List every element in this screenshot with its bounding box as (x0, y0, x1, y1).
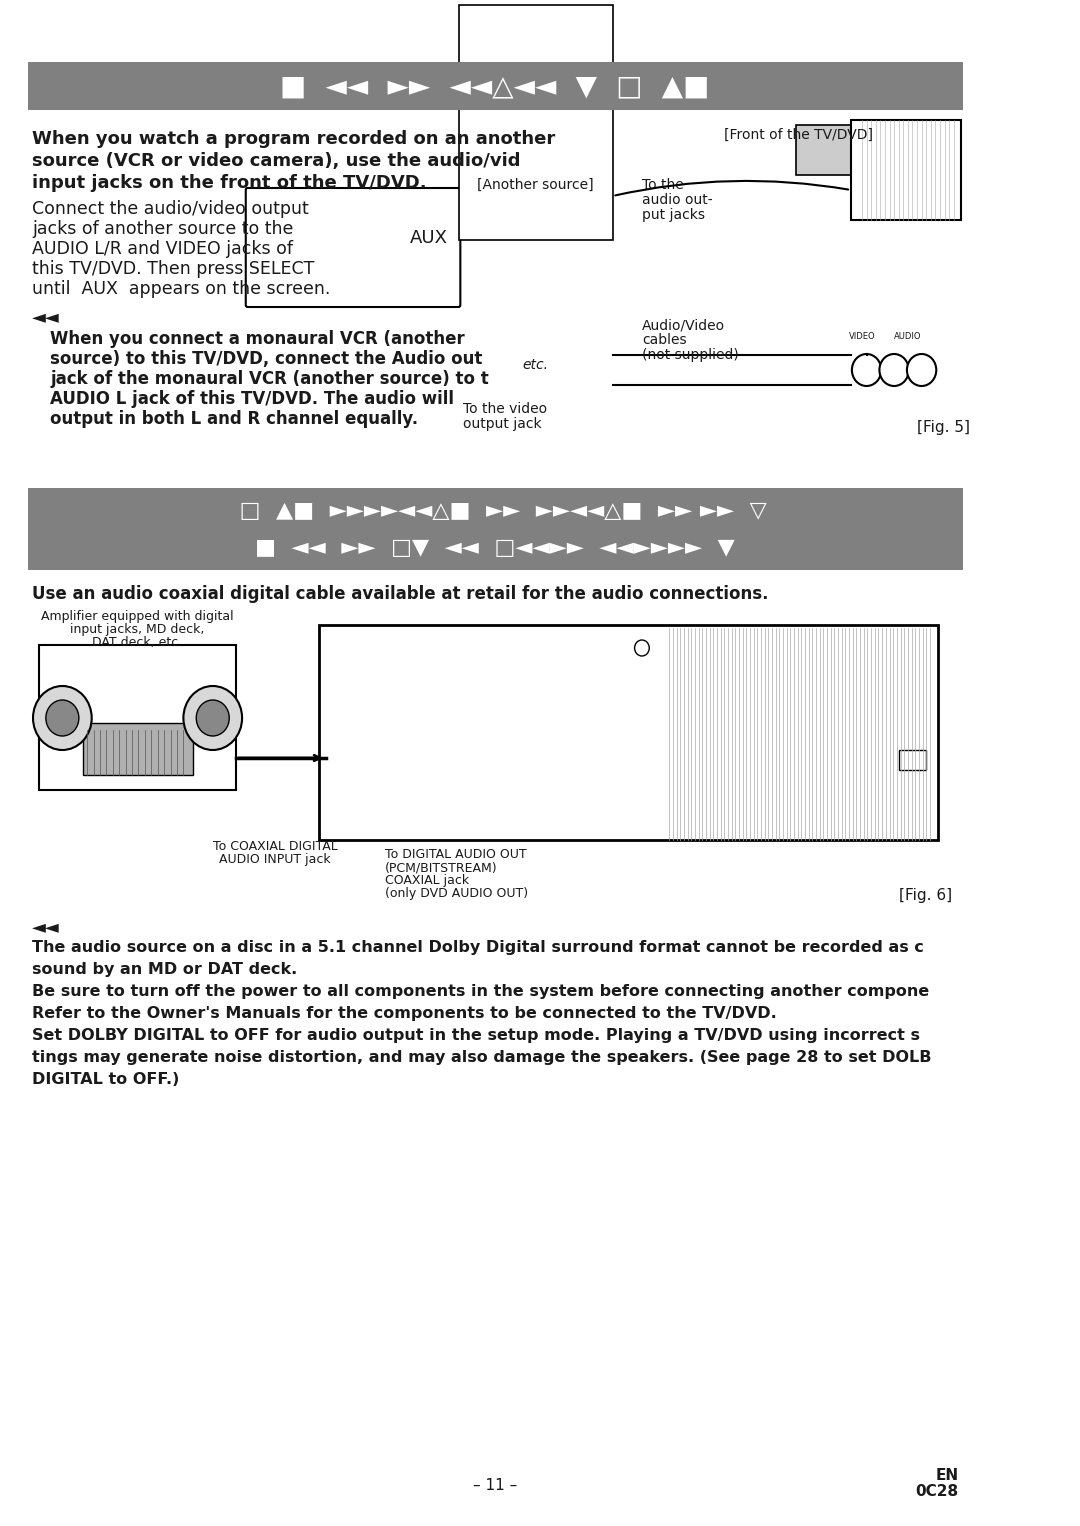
Bar (319, 626, 939, 839)
Text: □  ▲■  ►►►►◄◄△■  ►►  ►►◄◄△■  ►► ►►  ▽: □ ▲■ ►►►►◄◄△■ ►► ►►◄◄△■ ►► ►► ▽ (224, 501, 767, 520)
Circle shape (45, 700, 79, 736)
Circle shape (197, 700, 229, 736)
Text: VIDEO: VIDEO (849, 333, 875, 340)
Text: The audio source on a disc in a 5.1 channel Dolby Digital surround format cannot: The audio source on a disc in a 5.1 chan… (32, 940, 924, 955)
Text: output in both L and R channel equally.: output in both L and R channel equally. (51, 410, 419, 427)
Text: audio out-: audio out- (642, 192, 713, 208)
Text: ■  ◄◄  ►►  □▼  ◄◄  □◄◄►►  ◄◄►►►►  ▼: ■ ◄◄ ►► □▼ ◄◄ □◄◄►► ◄◄►►►► ▼ (255, 537, 735, 559)
Text: source) to this TV/DVD, connect the Audio out: source) to this TV/DVD, connect the Audi… (51, 349, 483, 368)
Circle shape (184, 687, 242, 749)
Text: DIGITAL to OFF.): DIGITAL to OFF.) (32, 1071, 179, 1087)
Bar (796, 125, 851, 175)
Text: AUDIO: AUDIO (894, 333, 921, 340)
Text: input jacks, MD deck,: input jacks, MD deck, (70, 623, 205, 636)
Text: 0C28: 0C28 (915, 1483, 958, 1499)
Text: AUDIO L jack of this TV/DVD. The audio will: AUDIO L jack of this TV/DVD. The audio w… (51, 391, 455, 407)
Text: To the: To the (642, 179, 684, 192)
Text: EN: EN (935, 1468, 958, 1483)
Text: sound by an MD or DAT deck.: sound by an MD or DAT deck. (32, 961, 297, 977)
Text: Connect the audio/video output: Connect the audio/video output (32, 200, 309, 218)
Text: jacks of another source to the: jacks of another source to the (32, 220, 294, 238)
Circle shape (879, 354, 908, 386)
Text: Use an audio coaxial digital cable available at retail for the audio connections: Use an audio coaxial digital cable avail… (32, 584, 769, 603)
Text: cables: cables (642, 333, 687, 346)
Text: ◄◄: ◄◄ (32, 308, 59, 327)
FancyBboxPatch shape (246, 188, 460, 307)
Text: Set DOLBY DIGITAL to OFF for audio output in the setup mode. Playing a TV/DVD us: Set DOLBY DIGITAL to OFF for audio outpu… (32, 1029, 920, 1042)
Bar (82, 723, 192, 775)
Text: To the video: To the video (463, 401, 548, 417)
Circle shape (852, 354, 881, 386)
Text: DAT deck, etc.: DAT deck, etc. (93, 636, 183, 649)
Text: tings may generate noise distortion, and may also damage the speakers. (See page: tings may generate noise distortion, and… (32, 1050, 932, 1065)
Bar (459, 5, 612, 240)
Text: until  AUX  appears on the screen.: until AUX appears on the screen. (32, 279, 330, 298)
Text: source (VCR or video camera), use the audio/vid: source (VCR or video camera), use the au… (32, 153, 521, 169)
Bar (39, 645, 235, 790)
Text: jack of the monaural VCR (another source) to t: jack of the monaural VCR (another source… (51, 369, 489, 388)
Text: COAXIAL jack: COAXIAL jack (386, 874, 470, 887)
Text: To COAXIAL DIGITAL: To COAXIAL DIGITAL (213, 839, 337, 853)
Bar (27, 63, 963, 110)
Text: ◄◄: ◄◄ (32, 919, 59, 935)
Text: AUX: AUX (409, 229, 447, 247)
Bar (851, 121, 961, 220)
Circle shape (33, 687, 92, 749)
Bar (899, 749, 927, 771)
Text: [Fig. 5]: [Fig. 5] (917, 420, 970, 435)
Text: etc.: etc. (523, 359, 549, 372)
Text: (not supplied): (not supplied) (642, 348, 739, 362)
Text: output jack: output jack (463, 417, 542, 430)
Bar (27, 488, 963, 571)
Text: To DIGITAL AUDIO OUT: To DIGITAL AUDIO OUT (386, 848, 527, 861)
Text: [Another source]: [Another source] (477, 179, 594, 192)
Text: Audio/Video: Audio/Video (642, 317, 725, 333)
Text: (PCM/BITSTREAM): (PCM/BITSTREAM) (386, 861, 498, 874)
Text: (only DVD AUDIO OUT): (only DVD AUDIO OUT) (386, 887, 528, 900)
Text: – 11 –: – 11 – (473, 1479, 517, 1492)
Text: When you watch a program recorded on an another: When you watch a program recorded on an … (32, 130, 555, 148)
Circle shape (635, 639, 649, 656)
Text: input jacks on the front of the TV/DVD.: input jacks on the front of the TV/DVD. (32, 174, 427, 192)
Text: [Fig. 6]: [Fig. 6] (899, 888, 951, 903)
Text: Amplifier equipped with digital: Amplifier equipped with digital (41, 610, 234, 623)
Text: Refer to the Owner's Manuals for the components to be connected to the TV/DVD.: Refer to the Owner's Manuals for the com… (32, 1006, 777, 1021)
Text: [Front of the TV/DVD]: [Front of the TV/DVD] (725, 128, 874, 142)
Text: When you connect a monaural VCR (another: When you connect a monaural VCR (another (51, 330, 465, 348)
Text: AUDIO INPUT jack: AUDIO INPUT jack (219, 853, 330, 865)
Text: AUDIO L/R and VIDEO jacks of: AUDIO L/R and VIDEO jacks of (32, 240, 293, 258)
Text: Be sure to turn off the power to all components in the system before connecting : Be sure to turn off the power to all com… (32, 984, 930, 1000)
Text: ■  ◄◄  ►►  ◄◄△◄◄  ▼  □  ▲■: ■ ◄◄ ►► ◄◄△◄◄ ▼ □ ▲■ (281, 72, 710, 101)
Circle shape (907, 354, 936, 386)
Text: this TV/DVD. Then press SELECT: this TV/DVD. Then press SELECT (32, 259, 314, 278)
Text: put jacks: put jacks (642, 208, 705, 221)
